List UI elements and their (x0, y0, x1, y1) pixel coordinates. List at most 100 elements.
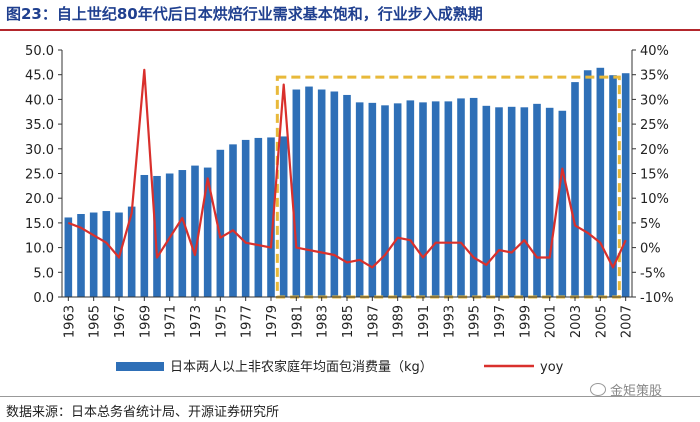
bar (191, 165, 199, 297)
y-left-tick-label: 20.0 (25, 192, 54, 207)
bar (140, 174, 149, 297)
x-tick-label: 1965 (88, 305, 103, 338)
wechat-icon (590, 383, 606, 396)
legend-bar-swatch (116, 362, 164, 371)
legend-line-label: yoy (540, 360, 564, 375)
y-right-tick-label: 5% (640, 217, 661, 232)
bar (216, 149, 225, 297)
bar (229, 144, 237, 297)
bar (102, 211, 111, 297)
x-tick-label: 1973 (189, 305, 204, 338)
bar (444, 101, 453, 297)
bar (457, 98, 465, 297)
y-right-tick-label: 15% (640, 168, 669, 183)
bar (431, 101, 440, 297)
x-tick-label: 1989 (392, 305, 407, 338)
bar (267, 137, 275, 297)
x-axis-labels: 1963 1965 1967 1969 1971 1973 1975 1977 1979 1981… (62, 297, 635, 338)
bar (545, 107, 554, 297)
title-divider (0, 29, 700, 31)
y-right-tick-label: 10% (640, 192, 669, 207)
y-right-tick-label: 25% (640, 118, 669, 133)
bar (241, 139, 250, 297)
bar (317, 89, 326, 297)
bar (609, 75, 617, 297)
bar (178, 170, 187, 297)
bar (64, 217, 73, 297)
bar (482, 105, 491, 298)
source-divider (0, 396, 700, 397)
bar (330, 91, 339, 297)
x-tick-label: 1997 (493, 305, 508, 338)
y-left-tick-label: 30.0 (25, 143, 54, 158)
bar (596, 67, 605, 297)
y-axis-right-labels: -10% -5% 0% 5% 10% 15% 20% 25% 30% 35% 40% (632, 44, 674, 306)
x-tick-label: 1981 (290, 305, 305, 338)
x-tick-label: 1987 (366, 305, 381, 338)
watermark: 金矩策股 (590, 380, 662, 399)
bar (355, 102, 364, 297)
bar (89, 212, 98, 297)
bar (507, 106, 516, 297)
x-tick-label: 1975 (214, 305, 229, 338)
x-tick-label: 1969 (138, 305, 153, 338)
figure-title: 图23：自上世纪80年代后日本烘焙行业需求基本饱和，行业步入成熟期 (6, 5, 483, 23)
x-tick-label: 1983 (316, 305, 331, 338)
bar (419, 102, 427, 297)
y-left-tick-label: 50.0 (25, 44, 54, 59)
x-tick-label: 1991 (417, 305, 432, 338)
bar (203, 167, 212, 297)
chart: 0.0 5.0 10.0 15.0 20.0 25.0 30.0 35.0 40.0 45.0 50… (25, 44, 674, 375)
x-tick-label: 1963 (62, 305, 77, 338)
bar (254, 137, 263, 297)
bar (153, 175, 161, 297)
y-left-tick-label: 35.0 (25, 118, 54, 133)
legend-bar-label: 日本两人以上非农家庭年均面包消费量（kg） (170, 359, 433, 375)
source-note: 数据来源：日本总务省统计局、开源证券研究所 (6, 405, 280, 420)
bar (165, 173, 174, 297)
watermark-text: 金矩策股 (610, 384, 663, 399)
y-left-tick-label: 15.0 (25, 217, 54, 232)
x-tick-label: 2005 (594, 305, 609, 338)
x-tick-label: 2003 (569, 305, 584, 338)
bar (621, 73, 630, 297)
bar (368, 102, 377, 297)
x-tick-label: 2007 (620, 305, 635, 338)
bar (381, 105, 389, 297)
y-left-tick-label: 10.0 (25, 242, 54, 257)
y-right-tick-label: -10% (640, 291, 674, 306)
bar (343, 94, 351, 297)
y-right-tick-label: -5% (640, 266, 665, 281)
y-axis-left-labels: 0.0 5.0 10.0 15.0 20.0 25.0 30.0 35.0 40.0 45.0 50… (25, 44, 62, 306)
y-right-tick-label: 40% (640, 44, 669, 59)
x-tick-label: 1999 (518, 305, 533, 338)
bar (571, 82, 579, 297)
x-tick-label: 1977 (240, 305, 255, 338)
y-left-tick-label: 25.0 (25, 168, 54, 183)
y-right-tick-label: 30% (640, 93, 669, 108)
yoy-line-series (67, 68, 627, 269)
y-left-tick-label: 5.0 (33, 266, 54, 281)
bar-series (64, 67, 630, 298)
bar (558, 110, 567, 298)
y-left-tick-label: 0.0 (33, 291, 54, 306)
x-tick-label: 1979 (265, 305, 280, 338)
bar (520, 107, 529, 297)
x-tick-label: 1993 (442, 305, 457, 338)
x-tick-label: 1967 (113, 305, 128, 338)
bar (533, 103, 541, 297)
y-right-tick-label: 0% (640, 242, 661, 257)
bar (305, 86, 313, 297)
legend: 日本两人以上非农家庭年均面包消费量（kg） yoy (116, 359, 564, 375)
yoy-line (67, 68, 627, 269)
x-tick-label: 1985 (341, 305, 356, 338)
x-tick-label: 1995 (468, 305, 483, 338)
bar (393, 103, 402, 298)
bar (127, 206, 136, 297)
y-left-tick-label: 40.0 (25, 93, 54, 108)
bar (469, 97, 478, 297)
y-right-tick-label: 20% (640, 143, 669, 158)
bar (279, 136, 288, 297)
bar (406, 100, 415, 297)
bar (495, 107, 503, 297)
